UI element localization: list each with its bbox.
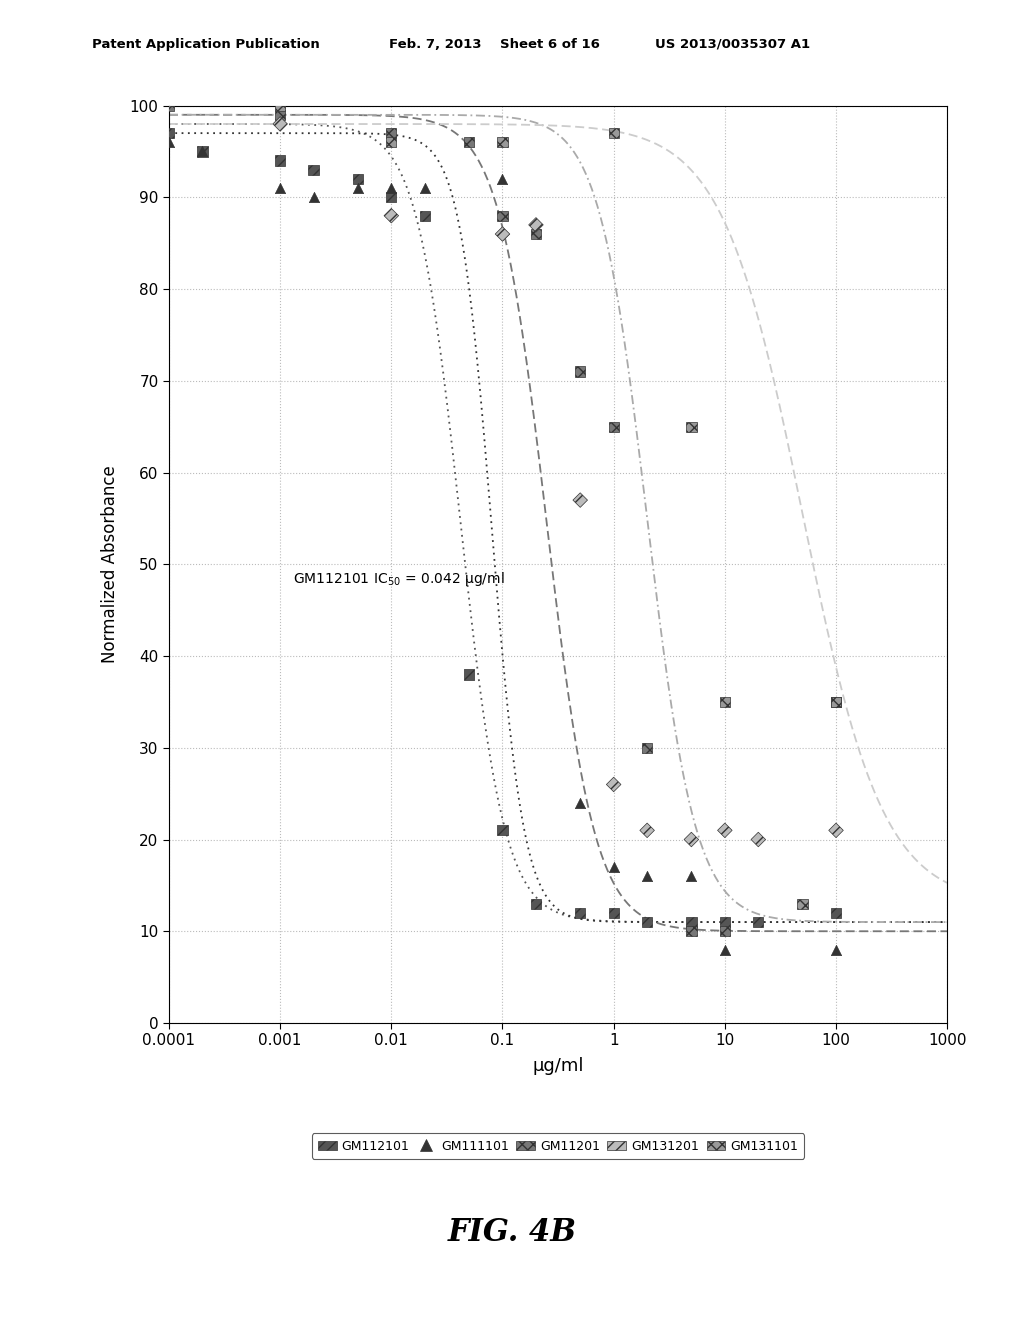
Point: [527, 214, 544, 235]
Point: [461, 132, 477, 153]
Point: [605, 903, 622, 924]
Legend: GM112101, GM111101, GM11201, GM131201, GM131101: GM112101, GM111101, GM11201, GM131201, G…: [311, 1134, 805, 1159]
Point: [161, 123, 177, 144]
Point: [272, 114, 289, 135]
Point: [383, 187, 399, 209]
Point: [683, 912, 699, 933]
Point: [683, 866, 699, 887]
Point: [349, 178, 366, 199]
Point: [495, 223, 511, 244]
Point: [572, 490, 589, 511]
Point: [572, 903, 589, 924]
Point: [605, 416, 622, 437]
Point: [717, 939, 733, 960]
Point: [383, 205, 399, 226]
Point: [272, 150, 289, 172]
Point: [827, 939, 844, 960]
Point: [305, 187, 322, 209]
Point: [717, 921, 733, 942]
Point: [717, 692, 733, 713]
Point: [527, 894, 544, 915]
Text: Patent Application Publication: Patent Application Publication: [92, 37, 319, 50]
Point: [195, 141, 211, 162]
Point: [717, 912, 733, 933]
Text: US 2013/0035307 A1: US 2013/0035307 A1: [655, 37, 810, 50]
Text: FIG. 4B: FIG. 4B: [447, 1217, 577, 1247]
Text: GM112101 IC$_{50}$ = 0.042 μg/ml: GM112101 IC$_{50}$ = 0.042 μg/ml: [293, 570, 505, 587]
Point: [605, 774, 622, 795]
Point: [383, 123, 399, 144]
Point: [683, 921, 699, 942]
Point: [827, 692, 844, 713]
Point: [639, 820, 655, 841]
Point: [349, 169, 366, 190]
Point: [683, 416, 699, 437]
Point: [383, 132, 399, 153]
Point: [717, 820, 733, 841]
Point: [495, 820, 511, 841]
Point: [683, 829, 699, 850]
Point: [639, 866, 655, 887]
Point: [639, 912, 655, 933]
Text: Feb. 7, 2013    Sheet 6 of 16: Feb. 7, 2013 Sheet 6 of 16: [389, 37, 600, 50]
Point: [161, 95, 177, 116]
Point: [527, 223, 544, 244]
Point: [495, 169, 511, 190]
Point: [827, 692, 844, 713]
Point: [572, 362, 589, 383]
Point: [572, 792, 589, 813]
Point: [305, 160, 322, 181]
Point: [605, 123, 622, 144]
Point: [827, 903, 844, 924]
Point: [751, 829, 767, 850]
Point: [272, 178, 289, 199]
Point: [195, 141, 211, 162]
X-axis label: μg/ml: μg/ml: [532, 1057, 584, 1074]
Point: [751, 912, 767, 933]
Point: [272, 95, 289, 116]
Point: [605, 857, 622, 878]
Point: [417, 178, 433, 199]
Point: [417, 205, 433, 226]
Point: [827, 820, 844, 841]
Point: [272, 104, 289, 125]
Point: [383, 178, 399, 199]
Point: [161, 132, 177, 153]
Point: [795, 894, 811, 915]
Point: [495, 205, 511, 226]
Y-axis label: Normalized Absorbance: Normalized Absorbance: [100, 466, 119, 663]
Point: [639, 737, 655, 758]
Point: [461, 664, 477, 685]
Point: [495, 132, 511, 153]
